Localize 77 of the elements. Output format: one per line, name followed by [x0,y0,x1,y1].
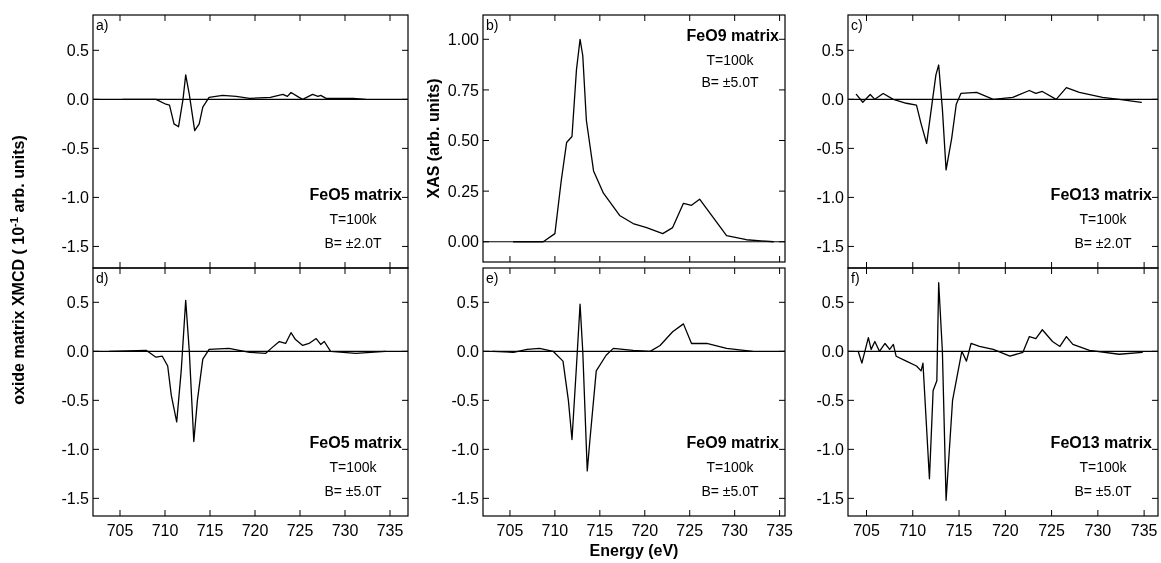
y-tick-label: -1.0 [451,440,480,458]
y-tick-label: 0.0 [66,342,90,360]
annotation: FeO5 matrix [309,186,403,203]
annotation: c) [851,17,863,33]
x-tick-label: 720 [991,522,1019,539]
x-tick-label: 720 [241,522,269,539]
annotation: d) [96,270,109,286]
annotation: FeO9 matrix [686,27,780,44]
x-tick-label: 730 [1084,522,1112,539]
y-tick-label: -1.5 [451,489,480,507]
y-tick-label: -1.5 [61,238,90,256]
x-tick-label: 735 [376,522,404,539]
annotation: T=100k [1079,459,1128,475]
annotation: FeO5 matrix [309,434,403,451]
y-axis-title: XAS (arb. units) [425,78,442,199]
annotation: e) [486,270,499,286]
y-tick-label: -0.5 [816,391,845,409]
y-tick-label: 0.5 [66,41,90,59]
y-tick-label: 0.5 [821,293,845,311]
y-tick-label: 0.25 [447,182,480,200]
annotation: B= ±2.0T [1074,235,1132,251]
y-tick-label: 0.0 [821,90,845,108]
annotation: B= ±5.0T [701,483,759,499]
y-tick-label: -1.5 [816,489,845,507]
y-tick-label: -0.5 [61,391,90,409]
y-tick-label: -0.5 [816,139,845,157]
annotation: T=100k [706,459,755,475]
x-axis-title: Energy (eV) [589,542,679,559]
x-tick-label: 715 [586,522,614,539]
x-tick-label: 720 [631,522,659,539]
x-tick-label: 715 [196,522,224,539]
x-tick-label: 715 [945,522,973,539]
annotation: B= ±5.0T [324,483,382,499]
y-tick-label: -1.5 [816,238,845,256]
annotation: T=100k [329,459,378,475]
annotation: T=100k [329,211,378,227]
y-tick-label: 1.00 [447,30,480,48]
y-tick-label: -1.0 [61,189,90,206]
y-tick-label: 0.5 [456,293,480,311]
y-tick-label: -0.5 [61,139,90,157]
y-tick-label: -0.5 [451,391,480,409]
annotation: B= ±5.0T [701,74,759,90]
x-tick-label: 725 [676,522,704,539]
annotation: FeO9 matrix [686,434,780,451]
annotation: T=100k [706,52,755,68]
x-tick-label: 735 [1130,522,1158,539]
annotation: B= ±5.0T [1074,483,1132,499]
x-tick-label: 710 [541,522,569,539]
y-tick-label: -1.0 [816,189,845,206]
x-tick-label: 735 [766,522,794,539]
x-tick-label: 725 [286,522,314,539]
y-tick-label: 0.0 [66,90,90,108]
y-tick-label: 0.50 [447,132,480,150]
y-tick-label: 0.0 [456,342,480,360]
x-tick-label: 705 [496,522,524,539]
y-tick-label: -1.0 [816,440,845,458]
x-tick-label: 705 [106,522,134,539]
annotation: B= ±2.0T [324,235,382,251]
y-tick-label: 0.5 [821,41,845,59]
annotation: FeO13 matrix [1050,186,1153,203]
x-tick-label: 710 [151,522,179,539]
x-tick-label: 725 [1038,522,1066,539]
y-tick-label: 0.75 [447,81,480,99]
x-tick-label: 705 [853,522,880,539]
x-tick-label: 730 [721,522,749,539]
annotation: a) [96,17,109,33]
y-tick-label: 0.00 [447,233,480,251]
y-tick-label: -1.0 [61,440,90,458]
y-tick-label: -1.5 [61,489,90,507]
annotation: b) [486,17,499,33]
annotation: T=100k [1079,211,1128,227]
annotation: f) [851,270,860,286]
x-tick-label: 710 [899,522,927,539]
y-tick-label: 0.0 [821,342,845,360]
y-tick-label: 0.5 [66,293,90,311]
x-tick-label: 730 [331,522,359,539]
annotation: FeO13 matrix [1050,434,1153,451]
